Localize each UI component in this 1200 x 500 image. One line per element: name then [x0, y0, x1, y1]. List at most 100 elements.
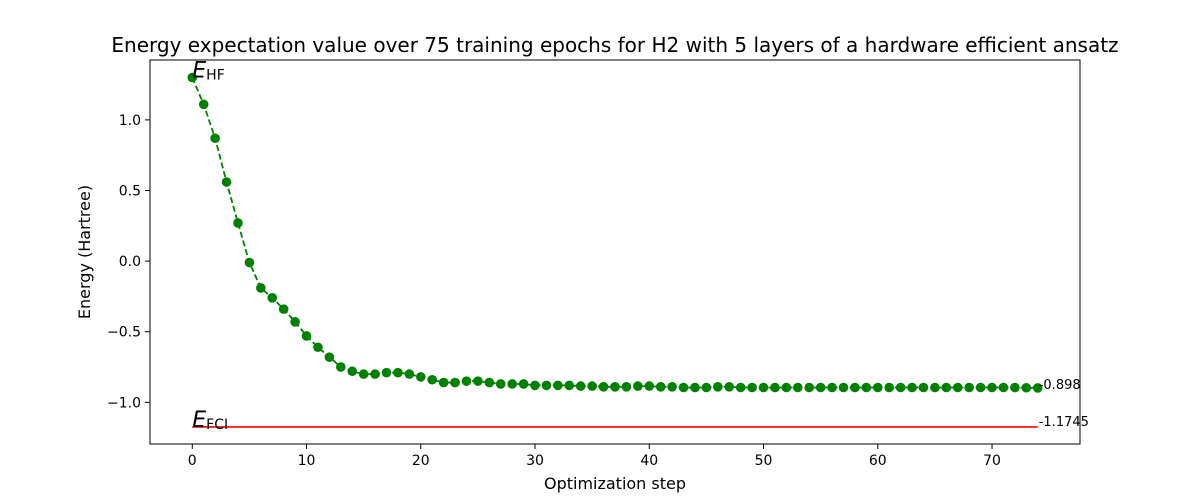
energy-point: [233, 218, 243, 228]
energy-point: [553, 380, 563, 391]
energy-point: [621, 382, 632, 392]
plot-area: [187, 72, 1043, 428]
fci-value-label: -1.1745: [1039, 415, 1089, 430]
energy-point: [758, 382, 769, 393]
energy-point: [393, 367, 403, 378]
energy-point: [370, 369, 380, 379]
x-tick-label: 20: [412, 453, 430, 469]
energy-point: [267, 293, 278, 303]
energy-point: [770, 382, 780, 393]
energy-point: [713, 382, 723, 392]
energy-point: [495, 379, 506, 389]
energy-point: [564, 380, 575, 391]
x-tick-label: 10: [298, 453, 316, 469]
energy-point: [598, 382, 609, 392]
energy-point: [507, 379, 517, 389]
hf-energy-label: EHF: [192, 59, 225, 84]
energy-point: [701, 382, 712, 393]
energy-point: [633, 381, 643, 391]
final-energy-label: -0.898: [1039, 378, 1081, 393]
x-axis: 0 10 20 30 40 50 60 70: [188, 444, 1001, 469]
energy-point: [872, 382, 883, 393]
energy-point: [998, 382, 1009, 393]
x-tick-label: 60: [869, 453, 887, 469]
energy-point: [918, 382, 929, 393]
x-axis-label: Optimization step: [544, 474, 686, 493]
energy-point: [335, 362, 346, 372]
x-tick-label: 40: [640, 453, 658, 469]
energy-point: [256, 283, 266, 293]
energy-point: [518, 379, 529, 389]
energy-point: [804, 382, 815, 393]
energy-point: [735, 382, 746, 393]
energy-point: [827, 382, 837, 393]
energy-point: [484, 377, 495, 388]
energy-point: [793, 382, 803, 393]
energy-point: [221, 177, 232, 187]
energy-point: [975, 382, 986, 393]
energy-point: [1032, 383, 1043, 393]
energy-point: [747, 382, 757, 393]
y-tick-label: −0.5: [107, 325, 141, 341]
energy-point: [610, 382, 620, 392]
energy-point: [884, 382, 895, 393]
x-tick-label: 0: [188, 453, 197, 469]
energy-point: [404, 369, 415, 379]
energy-point: [358, 369, 369, 379]
energy-point: [678, 382, 689, 393]
energy-point: [850, 382, 860, 393]
x-tick-label: 30: [526, 453, 544, 469]
energy-point: [861, 382, 872, 393]
energy-point: [644, 381, 655, 391]
energy-point: [667, 382, 677, 392]
energy-point: [815, 382, 826, 393]
y-axis: −1.0 −0.5 0.0 0.5 1.0: [107, 113, 150, 411]
energy-point: [930, 382, 940, 393]
energy-point: [724, 382, 735, 392]
energy-point: [530, 380, 540, 391]
energy-point: [964, 382, 974, 393]
energy-point: [690, 382, 700, 393]
energy-point: [461, 376, 472, 386]
energy-point: [575, 381, 586, 391]
energy-point: [301, 331, 312, 341]
energy-point: [244, 257, 255, 268]
fci-energy-label: EFCI: [192, 408, 228, 433]
y-tick-label: 0.5: [119, 183, 141, 199]
energy-point: [438, 377, 449, 388]
chart-title: Energy expectation value over 75 trainin…: [111, 33, 1118, 57]
energy-point: [952, 382, 963, 393]
x-tick-label: 50: [755, 453, 773, 469]
energy-point: [907, 382, 917, 393]
energy-point: [450, 377, 460, 388]
energy-point: [198, 99, 209, 110]
y-axis-label: Energy (Hartree): [75, 185, 94, 319]
energy-series-line: [191, 77, 1038, 389]
plot-frame: [149, 59, 1081, 445]
energy-point: [347, 366, 358, 377]
energy-point: [415, 372, 426, 382]
energy-point: [187, 72, 198, 83]
energy-point: [838, 382, 849, 393]
y-tick-label: −1.0: [107, 395, 141, 411]
energy-point: [587, 381, 597, 391]
energy-point: [324, 352, 335, 362]
energy-point: [541, 380, 552, 391]
energy-point: [895, 382, 906, 393]
energy-point: [427, 374, 437, 385]
energy-point: [987, 382, 997, 393]
y-tick-label: 1.0: [119, 113, 141, 129]
x-tick-label: 70: [983, 453, 1001, 469]
energy-point: [290, 317, 300, 327]
y-tick-label: 0.0: [119, 254, 141, 270]
energy-point: [381, 367, 392, 378]
energy-point: [655, 382, 666, 392]
energy-point: [781, 382, 792, 393]
energy-point: [278, 304, 289, 314]
energy-point: [473, 376, 483, 386]
energy-point: [313, 342, 323, 353]
energy-point: [210, 133, 220, 144]
energy-point: [1021, 382, 1032, 393]
annotations: EHF EFCI -0.898 -1.1745: [192, 59, 1089, 433]
